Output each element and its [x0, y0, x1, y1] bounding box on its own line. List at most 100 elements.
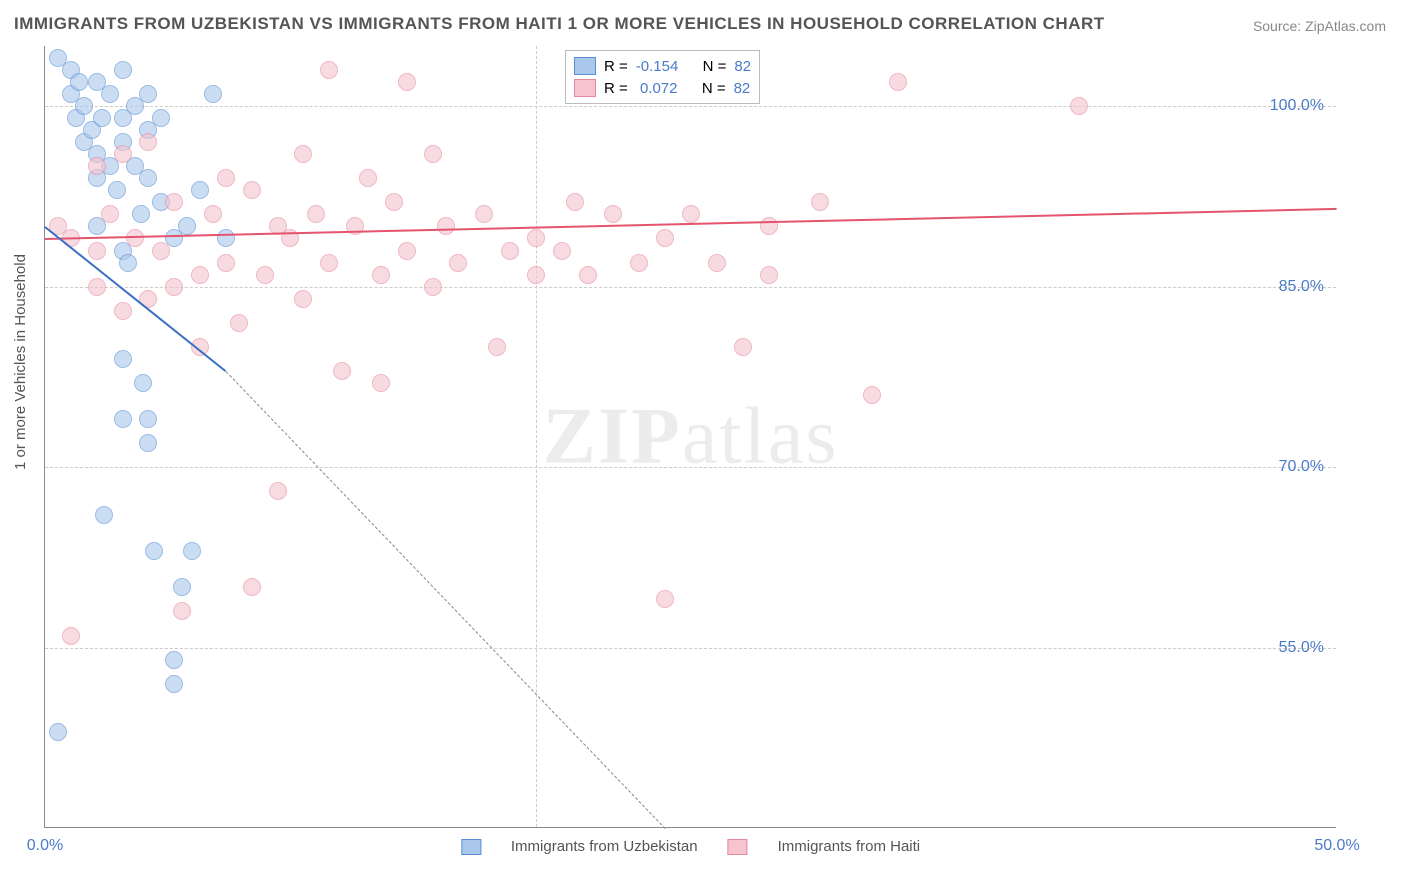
correlation-legend: R = -0.154 N = 82 R = 0.072 N = 82	[565, 50, 760, 104]
point-haiti	[372, 266, 390, 284]
legend-label-haiti: Immigrants from Haiti	[778, 838, 921, 855]
point-haiti	[811, 193, 829, 211]
point-haiti	[269, 482, 287, 500]
point-uzbekistan	[139, 434, 157, 452]
point-haiti	[320, 254, 338, 272]
n-label: N =	[702, 80, 726, 97]
point-uzbekistan	[178, 217, 196, 235]
point-haiti	[501, 242, 519, 260]
point-haiti	[230, 314, 248, 332]
point-haiti	[579, 266, 597, 284]
swatch-uzbekistan	[574, 57, 596, 75]
swatch-haiti-bottom	[728, 839, 748, 855]
point-uzbekistan	[173, 578, 191, 596]
point-haiti	[437, 217, 455, 235]
legend-row-uzbekistan: R = -0.154 N = 82	[574, 55, 751, 77]
point-haiti	[126, 229, 144, 247]
point-uzbekistan	[114, 410, 132, 428]
point-haiti	[372, 374, 390, 392]
point-haiti	[114, 145, 132, 163]
ytick-label: 85.0%	[1279, 278, 1324, 296]
point-uzbekistan	[217, 229, 235, 247]
plot-area: ZIPatlas 55.0%70.0%85.0%100.0%0.0%50.0% …	[44, 46, 1336, 828]
point-haiti	[88, 278, 106, 296]
point-haiti	[488, 338, 506, 356]
point-haiti	[320, 61, 338, 79]
point-uzbekistan	[165, 675, 183, 693]
xtick-label: 50.0%	[1314, 837, 1359, 855]
gridline-v	[536, 46, 537, 827]
ytick-label: 100.0%	[1270, 97, 1324, 115]
watermark: ZIPatlas	[543, 391, 839, 482]
point-haiti	[863, 386, 881, 404]
point-haiti	[424, 278, 442, 296]
r-label: R =	[604, 80, 628, 97]
point-haiti	[604, 205, 622, 223]
xtick-label: 0.0%	[27, 837, 63, 855]
point-haiti	[243, 181, 261, 199]
point-haiti	[527, 266, 545, 284]
point-haiti	[256, 266, 274, 284]
point-haiti	[88, 157, 106, 175]
point-uzbekistan	[204, 85, 222, 103]
point-uzbekistan	[70, 73, 88, 91]
point-haiti	[307, 205, 325, 223]
point-haiti	[173, 602, 191, 620]
point-haiti	[734, 338, 752, 356]
point-haiti	[656, 229, 674, 247]
point-uzbekistan	[139, 85, 157, 103]
point-haiti	[191, 266, 209, 284]
point-haiti	[359, 169, 377, 187]
point-haiti	[165, 278, 183, 296]
point-haiti	[708, 254, 726, 272]
series-legend: Immigrants from Uzbekistan Immigrants fr…	[461, 838, 920, 855]
gridline-h	[45, 467, 1336, 468]
n-label: N =	[703, 58, 727, 75]
gridline-h	[45, 648, 1336, 649]
chart-title: IMMIGRANTS FROM UZBEKISTAN VS IMMIGRANTS…	[14, 14, 1105, 34]
point-uzbekistan	[152, 109, 170, 127]
point-haiti	[1070, 97, 1088, 115]
point-haiti	[527, 229, 545, 247]
point-haiti	[566, 193, 584, 211]
point-haiti	[656, 590, 674, 608]
point-uzbekistan	[183, 542, 201, 560]
point-uzbekistan	[114, 350, 132, 368]
point-uzbekistan	[165, 651, 183, 669]
point-haiti	[760, 266, 778, 284]
point-haiti	[553, 242, 571, 260]
source-attribution: Source: ZipAtlas.com	[1253, 18, 1386, 34]
point-haiti	[62, 627, 80, 645]
point-haiti	[204, 205, 222, 223]
point-uzbekistan	[119, 254, 137, 272]
ytick-label: 70.0%	[1279, 458, 1324, 476]
point-haiti	[333, 362, 351, 380]
point-haiti	[217, 169, 235, 187]
trendline	[44, 227, 226, 373]
legend-row-haiti: R = 0.072 N = 82	[574, 77, 751, 99]
point-haiti	[682, 205, 700, 223]
point-uzbekistan	[191, 181, 209, 199]
n-value-uzbekistan: 82	[734, 58, 751, 75]
point-haiti	[152, 242, 170, 260]
r-label: R =	[604, 58, 628, 75]
point-uzbekistan	[114, 61, 132, 79]
point-haiti	[165, 193, 183, 211]
gridline-h	[45, 287, 1336, 288]
r-value-haiti: 0.072	[636, 80, 678, 97]
ytick-label: 55.0%	[1279, 639, 1324, 657]
point-uzbekistan	[108, 181, 126, 199]
point-haiti	[630, 254, 648, 272]
point-haiti	[398, 242, 416, 260]
point-haiti	[889, 73, 907, 91]
point-uzbekistan	[134, 374, 152, 392]
n-value-haiti: 82	[734, 80, 751, 97]
point-haiti	[243, 578, 261, 596]
trendline	[226, 371, 666, 829]
point-haiti	[294, 145, 312, 163]
gridline-h	[45, 106, 1336, 107]
point-uzbekistan	[145, 542, 163, 560]
point-haiti	[424, 145, 442, 163]
point-uzbekistan	[75, 97, 93, 115]
point-haiti	[385, 193, 403, 211]
